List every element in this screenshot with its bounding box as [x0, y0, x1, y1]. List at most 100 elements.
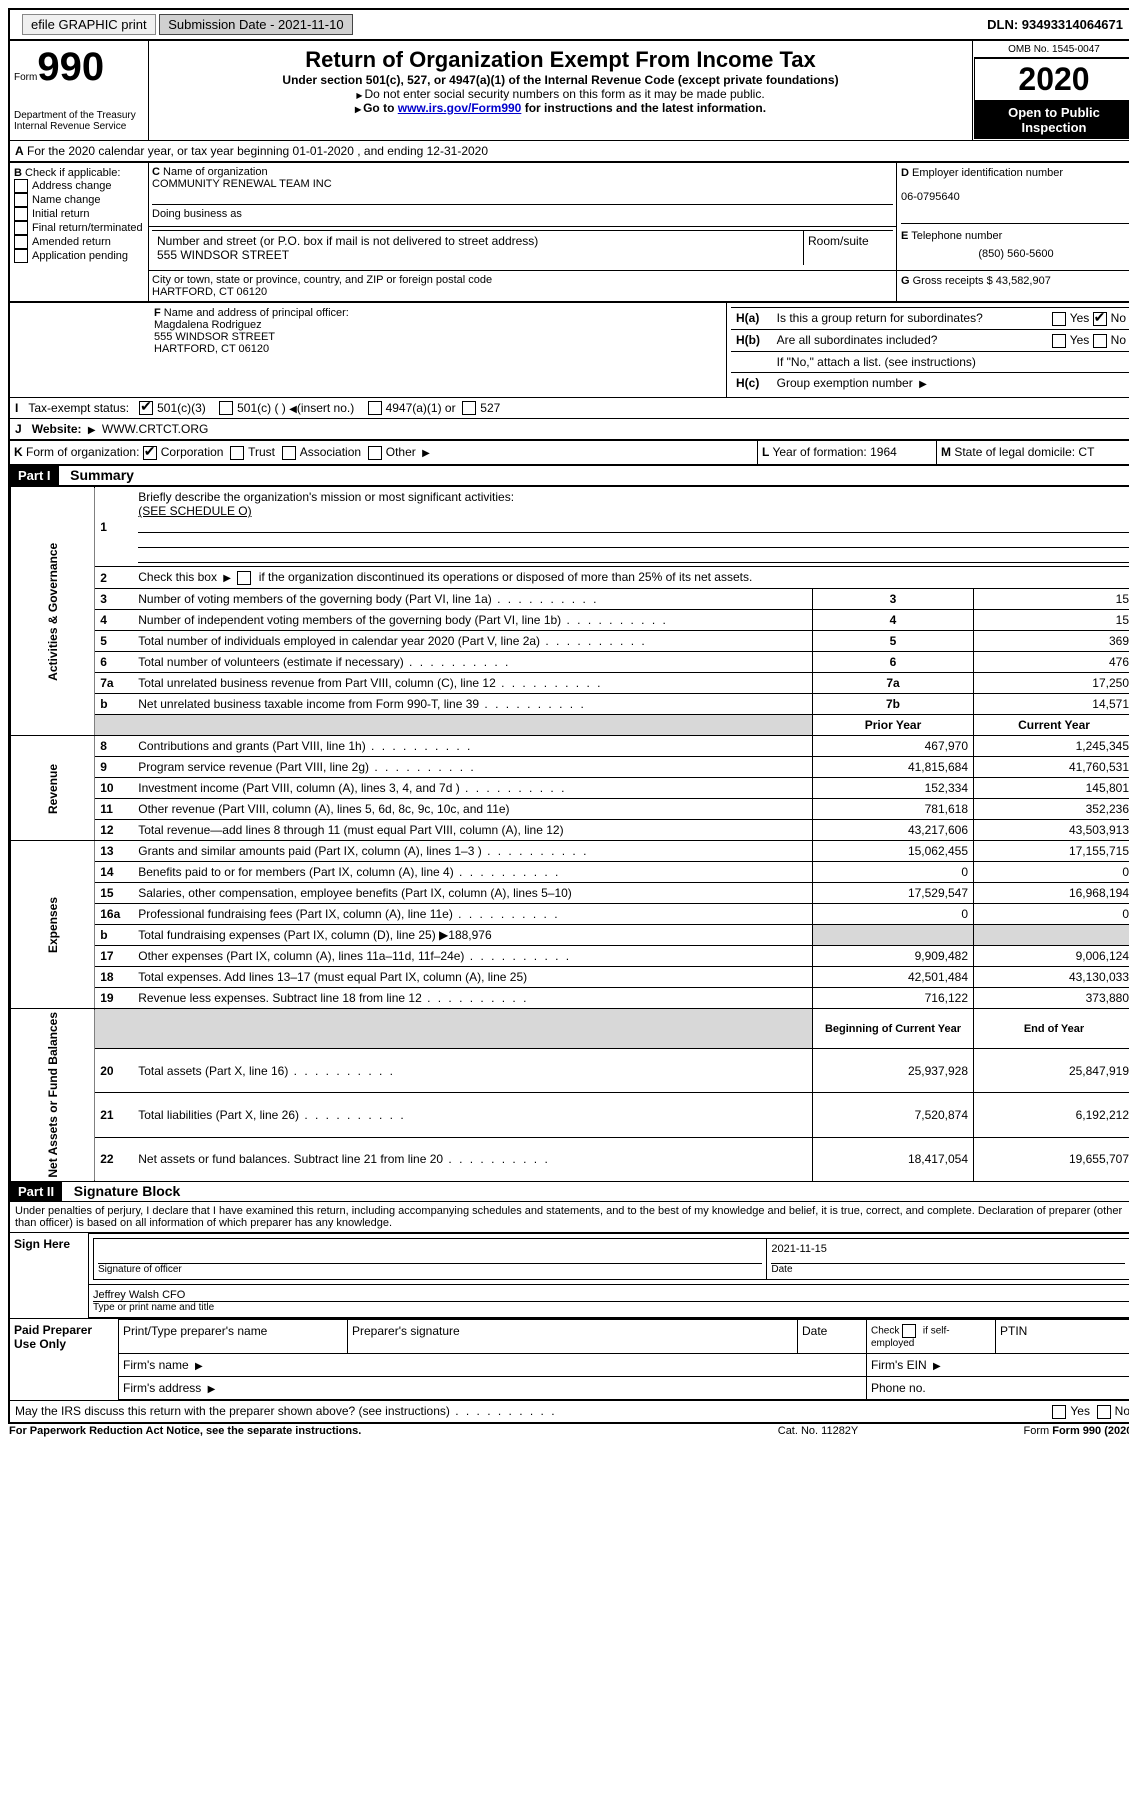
cb-app-pending[interactable] [14, 249, 28, 263]
section-i: I Tax-exempt status: 501(c)(3) 501(c) ( … [9, 397, 1129, 419]
cb-hb-no[interactable] [1093, 334, 1107, 348]
submission-date-button[interactable]: Submission Date - 2021-11-10 [159, 14, 352, 35]
form-id-block: Form990 Department of the Treasury Inter… [9, 40, 149, 141]
firm-addr-label: Firm's address [123, 1381, 201, 1395]
sign-here-label: Sign Here [10, 1233, 89, 1317]
section-f: F Name and address of principal officer:… [150, 303, 727, 397]
part1-table: Activities & Governance 1 Briefly descri… [10, 486, 1129, 1181]
year-formation: 1964 [870, 445, 897, 459]
part1-header: Part I [10, 466, 59, 485]
header-sub3b: for instructions and the latest informat… [521, 101, 766, 115]
cb-initial-return[interactable] [14, 207, 28, 221]
firm-name-label: Firm's name [123, 1358, 189, 1372]
phone-label: Telephone number [911, 230, 1002, 242]
officer-addr2: HARTFORD, CT 06120 [154, 343, 269, 355]
cb-ha-no[interactable] [1093, 312, 1107, 326]
section-d-e: D Employer identification number 06-0795… [897, 163, 1129, 271]
cb-hb-yes[interactable] [1052, 334, 1066, 348]
cb-501c3[interactable] [139, 401, 153, 415]
opt-amended: Amended return [32, 236, 111, 248]
cat-no: Cat. No. 11282Y [734, 1424, 903, 1438]
form-title: Return of Organization Exempt From Incom… [155, 47, 966, 73]
vert-label-rev: Revenue [11, 736, 95, 841]
gov-row-3: 3Number of voting members of the governi… [11, 589, 1129, 610]
cb-ha-yes[interactable] [1052, 312, 1066, 326]
section-b: B Check if applicable: Address change Na… [10, 163, 149, 302]
irs-link[interactable]: www.irs.gov/Form990 [398, 101, 522, 115]
room-label: Room/suite [804, 230, 894, 265]
vert-label-net: Net Assets or Fund Balances [11, 1009, 95, 1182]
h-b: Are all subordinates included? [772, 329, 1031, 351]
discuss-row: May the IRS discuss this return with the… [9, 1400, 1129, 1422]
cb-discuss-yes[interactable] [1052, 1405, 1066, 1419]
b-label: Check if applicable: [25, 167, 120, 179]
org-street: 555 WINDSOR STREET [157, 248, 289, 262]
part2-title: Signature Block [66, 1183, 181, 1199]
cb-amended[interactable] [14, 235, 28, 249]
line-a: A For the 2020 calendar year, or tax yea… [9, 141, 1129, 162]
prep-sig-label: Preparer's signature [348, 1319, 798, 1353]
part1-title: Summary [62, 467, 134, 483]
cb-other[interactable] [368, 446, 382, 460]
cb-527[interactable] [462, 401, 476, 415]
paperwork-notice: For Paperwork Reduction Act Notice, see … [8, 1424, 734, 1438]
cb-address-change[interactable] [14, 179, 28, 193]
gov-row-7b: bNet unrelated business taxable income f… [11, 694, 1129, 715]
cb-discuss-no[interactable] [1097, 1405, 1111, 1419]
section-j: J Website: WWW.CRTCT.ORG [9, 419, 1129, 440]
part2-header: Part II [10, 1182, 62, 1201]
cb-501c[interactable] [219, 401, 233, 415]
header-sub3a: Go to [363, 101, 398, 115]
footer: For Paperwork Reduction Act Notice, see … [8, 1424, 1129, 1438]
opt-address-change: Address change [32, 180, 112, 192]
phone-value: (850) 560-5600 [901, 242, 1129, 266]
section-k: K Form of organization: Corporation Trus… [10, 441, 758, 464]
section-l: L Year of formation: 1964 [758, 441, 937, 464]
gov-row-7a: 7aTotal unrelated business revenue from … [11, 673, 1129, 694]
section-m: M State of legal domicile: CT [937, 441, 1129, 464]
section-c-name: C Name of organization COMMUNITY RENEWAL… [149, 163, 897, 227]
opt-name-change: Name change [32, 194, 101, 206]
form-ref: Form 990 (2020) [1052, 1425, 1129, 1437]
h-c: Group exemption number [777, 376, 913, 390]
cb-discontinued[interactable] [237, 571, 251, 585]
type-name-label: Type or print name and title [93, 1301, 1129, 1313]
gov-row-5: 5Total number of individuals employed in… [11, 631, 1129, 652]
cb-self-employed[interactable] [902, 1324, 916, 1338]
phone-no-label: Phone no. [867, 1376, 1129, 1399]
topbar: efile GRAPHIC print Submission Date - 20… [9, 9, 1129, 40]
opt-app-pending: Application pending [32, 250, 128, 262]
section-c-addr: Number and street (or P.O. box if mail i… [149, 226, 897, 270]
gross-receipts: 43,582,907 [996, 275, 1051, 287]
org-city: HARTFORD, CT 06120 [152, 286, 267, 298]
sig-date-label: Date [771, 1263, 1125, 1275]
h-b-note: If "No," attach a list. (see instruction… [772, 351, 1129, 372]
website: WWW.CRTCT.ORG [102, 422, 208, 436]
officer-name-typed: Jeffrey Walsh CFO [93, 1289, 1129, 1301]
sig-date: 2021-11-15 [771, 1243, 1125, 1263]
header-sub2: Do not enter social security numbers on … [364, 87, 764, 101]
cb-name-change[interactable] [14, 193, 28, 207]
state-domicile: CT [1078, 445, 1094, 459]
h-a: Is this a group return for subordinates? [772, 308, 1031, 330]
dln: DLN: 93493314064671 [793, 12, 1129, 37]
perjury-declaration: Under penalties of perjury, I declare th… [9, 1201, 1129, 1232]
ein-value: 06-0795640 [901, 191, 960, 203]
l1-value: (SEE SCHEDULE O) [138, 504, 251, 518]
vert-label-gov: Activities & Governance [11, 487, 95, 736]
header-right-block: OMB No. 1545-0047 2020 Open to Public In… [973, 40, 1129, 141]
l1-text: Briefly describe the organization's miss… [138, 490, 514, 504]
cb-final-return[interactable] [14, 221, 28, 235]
dept-label: Department of the Treasury Internal Reve… [14, 110, 144, 132]
form-container: efile GRAPHIC print Submission Date - 20… [8, 8, 1129, 1424]
efile-print-button[interactable]: efile GRAPHIC print [22, 14, 156, 35]
paid-preparer-label: Paid Preparer Use Only [10, 1319, 119, 1399]
form-label: Form [14, 72, 37, 83]
cb-trust[interactable] [230, 446, 244, 460]
year-header-row: Prior YearCurrent Year [11, 715, 1129, 736]
cb-corp[interactable] [143, 446, 157, 460]
gov-row-4: 4Number of independent voting members of… [11, 610, 1129, 631]
cb-assoc[interactable] [282, 446, 296, 460]
firm-ein-label: Firm's EIN [871, 1358, 927, 1372]
cb-4947[interactable] [368, 401, 382, 415]
